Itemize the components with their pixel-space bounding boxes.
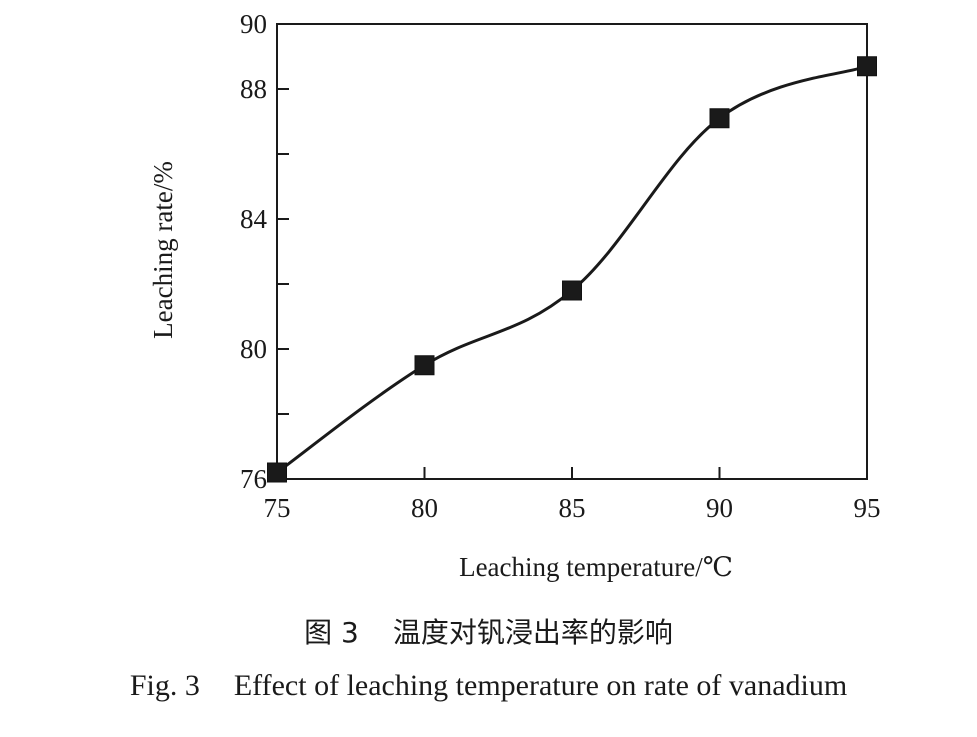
data-point-marker bbox=[709, 108, 730, 129]
series-layer bbox=[267, 56, 877, 483]
x-axis-title: Leaching temperature/℃ bbox=[459, 552, 733, 582]
series-line bbox=[275, 64, 869, 474]
x-tick-label: 90 bbox=[706, 493, 733, 523]
data-point-marker bbox=[414, 355, 435, 376]
x-tick-label: 75 bbox=[264, 493, 291, 523]
y-tick-label: 80 bbox=[240, 334, 267, 364]
x-tick-label: 85 bbox=[559, 493, 586, 523]
y-tick-label: 76 bbox=[240, 464, 267, 494]
data-point-marker bbox=[267, 462, 287, 483]
line-chart: 76 80 84 88 90 75 80 85 90 95 Leaching temperatur… bbox=[148, 9, 881, 582]
x-tick-label: 80 bbox=[411, 493, 438, 523]
y-tick-label: 90 bbox=[240, 9, 267, 39]
plot-frame bbox=[276, 23, 868, 480]
y-axis-title: Leaching rate/% bbox=[148, 161, 178, 339]
y-tick-label: 88 bbox=[240, 74, 267, 104]
caption-cn-label: 图 3 bbox=[304, 616, 359, 649]
y-tick-label: 84 bbox=[240, 204, 268, 234]
caption-cn-text: 温度对钒浸出率的影响 bbox=[392, 616, 673, 649]
x-tick-label: 95 bbox=[854, 493, 881, 523]
caption-en-label: Fig. 3 bbox=[129, 669, 200, 702]
caption-english: Fig. 3 Effect of leaching temperature on … bbox=[0, 669, 977, 703]
caption-en-text: Effect of leaching temperature on rate o… bbox=[233, 669, 848, 702]
caption-chinese: 图 3 温度对钒浸出率的影响 bbox=[0, 611, 977, 651]
data-point-marker bbox=[562, 280, 582, 301]
data-point-marker bbox=[857, 56, 877, 77]
ticks-layer: 76 80 84 88 90 75 80 85 90 95 bbox=[240, 9, 881, 523]
